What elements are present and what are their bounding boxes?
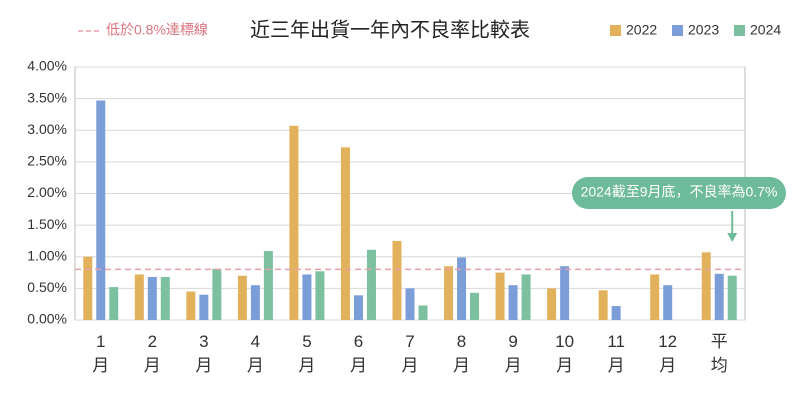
chart-title: 近三年出貨一年內不良率比較表 <box>250 18 530 41</box>
x-tick-label: 11月 <box>607 332 625 375</box>
bar <box>457 257 467 320</box>
x-tick-label: 4月 <box>246 332 264 375</box>
x-tick-label: 12月 <box>658 332 678 375</box>
bar <box>263 251 273 320</box>
x-tick-label: 8月 <box>453 332 471 375</box>
y-tick-label: 3.00% <box>27 121 67 137</box>
legend-swatch <box>610 25 621 36</box>
bar <box>366 249 376 320</box>
bar <box>521 274 531 320</box>
bar <box>444 266 454 320</box>
bar <box>663 285 673 320</box>
bar <box>418 305 428 320</box>
threshold-legend-label: 低於0.8%達標線 <box>106 22 208 38</box>
bar <box>508 285 518 320</box>
x-tick-label: 7月 <box>401 332 419 375</box>
y-tick-label: 1.00% <box>27 247 67 263</box>
legend-swatch <box>672 25 683 36</box>
y-tick-label: 2.00% <box>27 184 67 200</box>
bar <box>109 287 119 320</box>
bar <box>186 291 196 320</box>
x-tick-label: 平均 <box>710 332 728 375</box>
annotation: 2024截至9月底，不良率為0.7% <box>572 177 786 242</box>
bar <box>701 252 711 320</box>
x-tick-label: 9月 <box>504 332 522 375</box>
annotation-box <box>572 177 786 209</box>
y-tick-label: 4.00% <box>27 58 67 74</box>
bar <box>250 285 260 320</box>
bar <box>650 274 660 320</box>
bar <box>714 273 724 320</box>
y-tick-label: 2.50% <box>27 153 67 169</box>
bar <box>160 276 170 320</box>
x-tick-label: 5月 <box>298 332 316 375</box>
x-tick-label: 2月 <box>143 332 161 375</box>
annotation-arrowhead <box>727 233 738 242</box>
bar <box>302 274 312 320</box>
y-tick-label: 0.00% <box>27 311 67 327</box>
bar <box>392 240 402 320</box>
bar <box>611 306 621 320</box>
bar <box>237 275 247 320</box>
x-tick-label: 1月 <box>92 332 110 375</box>
bar <box>560 266 570 320</box>
y-tick-label: 1.50% <box>27 216 67 232</box>
bar <box>83 256 93 320</box>
bar <box>147 276 157 320</box>
bar <box>96 100 106 321</box>
x-tick-label: 10月 <box>555 332 575 375</box>
legend-swatch <box>734 25 745 36</box>
bar <box>199 294 209 320</box>
bar <box>547 288 557 320</box>
y-tick-label: 3.50% <box>27 89 67 105</box>
bar <box>598 290 608 320</box>
x-tick-label: 6月 <box>349 332 367 375</box>
bar <box>495 272 505 320</box>
legend-label: 2024 <box>750 22 781 38</box>
bar <box>727 275 737 320</box>
legend-label: 2022 <box>626 22 657 38</box>
annotation-text: 2024截至9月底，不良率為0.7% <box>581 184 778 200</box>
bar <box>353 295 363 320</box>
legend-label: 2023 <box>688 22 719 38</box>
x-tick-label: 3月 <box>195 332 213 375</box>
bar <box>470 292 480 320</box>
bar <box>315 271 325 320</box>
y-tick-label: 0.50% <box>27 279 67 295</box>
bar <box>134 274 144 320</box>
bar <box>289 125 299 320</box>
bar <box>405 288 415 320</box>
bar <box>212 268 222 320</box>
bar <box>340 147 350 320</box>
